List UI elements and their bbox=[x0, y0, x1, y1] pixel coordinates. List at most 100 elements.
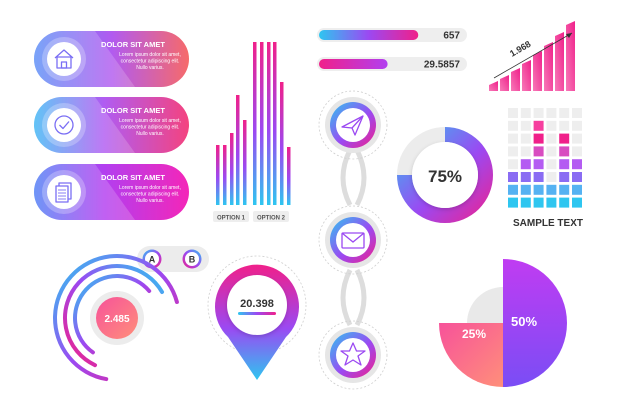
progress-fill bbox=[319, 59, 388, 69]
info-cards: DOLOR SIT AMET Lorem ipsum dolor sit amet… bbox=[34, 31, 189, 220]
donut-chart: 75% bbox=[397, 127, 493, 223]
bar bbox=[511, 68, 520, 91]
heatmap-cell bbox=[559, 133, 570, 144]
heatmap-cell bbox=[533, 159, 544, 170]
timeline-node bbox=[318, 320, 388, 390]
heatmap-cell bbox=[559, 146, 570, 157]
heatmap-cell bbox=[559, 108, 570, 118]
vertical-bar-chart: OPTION 1 OPTION 2 bbox=[213, 42, 291, 222]
info-card-body-line: Lorem ipsum dolor sit amet, bbox=[119, 118, 181, 124]
heatmap-cell bbox=[546, 172, 557, 182]
progress-fill bbox=[319, 30, 419, 40]
option-a-label: A bbox=[149, 255, 156, 265]
heatmap-cell bbox=[533, 172, 544, 182]
arrow-icon bbox=[566, 33, 572, 38]
info-card: DOLOR SIT AMET Lorem ipsum dolor sit amet… bbox=[34, 164, 189, 220]
info-card-title: DOLOR SIT AMET bbox=[101, 106, 165, 115]
heatmap-cell bbox=[559, 197, 570, 208]
bar bbox=[566, 21, 575, 91]
progress-bars: 657 29.5857 bbox=[317, 28, 467, 71]
heatmap-cell bbox=[559, 184, 570, 195]
info-card-body-line: consectetur adipiscing elit. bbox=[121, 192, 180, 198]
bar bbox=[230, 133, 234, 205]
heatmap-cell bbox=[520, 184, 531, 195]
heatmap-cell bbox=[520, 159, 531, 170]
heatmap-cell bbox=[520, 108, 531, 118]
info-card-body-line: Nullo varius. bbox=[136, 65, 164, 71]
bar bbox=[555, 32, 564, 91]
bar bbox=[243, 120, 247, 205]
heatmap-cell bbox=[533, 184, 544, 195]
option2-badge bbox=[253, 211, 289, 222]
heatmap-cell bbox=[572, 159, 582, 170]
arc-ring bbox=[53, 254, 179, 382]
info-card-body-line: consectetur adipiscing elit. bbox=[121, 59, 180, 65]
heatmap-cell bbox=[520, 197, 531, 208]
info-card-body-line: consectetur adipiscing elit. bbox=[121, 125, 180, 131]
pie-small-label: 25% bbox=[462, 327, 486, 341]
option-b-label: B bbox=[189, 255, 196, 265]
heatmap-cell bbox=[559, 172, 570, 182]
bar bbox=[216, 145, 220, 205]
heatmap-cell bbox=[572, 108, 582, 118]
heatmap-cell bbox=[508, 133, 518, 144]
heatmap-cell bbox=[559, 159, 570, 170]
info-card: DOLOR SIT AMET Lorem ipsum dolor sit amet… bbox=[34, 97, 189, 153]
pin-value: 20.398 bbox=[240, 298, 274, 310]
bar bbox=[533, 51, 542, 91]
progress-value: 29.5857 bbox=[424, 60, 461, 71]
heatmap-cell bbox=[572, 120, 582, 131]
heatmap-cell bbox=[520, 146, 531, 157]
progress-bar: 29.5857 bbox=[317, 57, 467, 71]
option2-label: OPTION 2 bbox=[257, 216, 286, 222]
envelope-icon bbox=[341, 232, 365, 249]
heatmap-cell bbox=[572, 146, 582, 157]
paper-plane-icon bbox=[341, 115, 364, 136]
heatmap-cell bbox=[520, 120, 531, 131]
ab-toggle[interactable]: A B bbox=[137, 246, 209, 272]
location-pin: 20.398 bbox=[207, 255, 307, 380]
bar bbox=[267, 42, 271, 205]
heatmap-cell bbox=[508, 146, 518, 157]
pie-slice-large bbox=[503, 259, 567, 387]
star-icon bbox=[340, 342, 366, 366]
heatmap-cell bbox=[546, 184, 557, 195]
bar bbox=[489, 81, 498, 91]
bar bbox=[236, 95, 240, 205]
bar bbox=[544, 42, 553, 91]
heatmap-cell bbox=[533, 133, 544, 144]
heatmap-cell bbox=[572, 197, 582, 208]
heatmap-cell bbox=[546, 197, 557, 208]
heatmap-cell bbox=[572, 184, 582, 195]
progress-bar: 657 bbox=[317, 28, 467, 42]
heatmap-cell bbox=[546, 133, 557, 144]
pie-slice-small bbox=[439, 323, 503, 387]
heatmap-label: SAMPLE TEXT bbox=[513, 218, 583, 229]
heatmap: SAMPLE TEXT bbox=[508, 108, 583, 229]
bar bbox=[280, 82, 284, 205]
heatmap-cell bbox=[533, 146, 544, 157]
heatmap-cell bbox=[520, 133, 531, 144]
pie-chart: 25% 50% bbox=[439, 259, 567, 387]
arc-ring bbox=[63, 264, 165, 368]
heatmap-cell bbox=[508, 159, 518, 170]
heatmap-cell bbox=[546, 146, 557, 157]
info-card: DOLOR SIT AMET Lorem ipsum dolor sit amet… bbox=[34, 31, 189, 87]
arc-ring bbox=[73, 274, 152, 355]
heatmap-cell bbox=[533, 108, 544, 118]
bar bbox=[522, 60, 531, 91]
heatmap-cell bbox=[508, 120, 518, 131]
bar bbox=[260, 42, 264, 205]
icon-timeline bbox=[318, 90, 388, 390]
arc-chart-value: 2.485 bbox=[104, 314, 129, 325]
timeline-node bbox=[318, 205, 388, 275]
info-card-body-line: Nullo varius. bbox=[136, 131, 164, 137]
option1-label: OPTION 1 bbox=[217, 216, 246, 222]
timeline-node bbox=[318, 90, 388, 160]
progress-value: 657 bbox=[443, 31, 460, 42]
heatmap-cell bbox=[520, 172, 531, 182]
info-card-body-line: Lorem ipsum dolor sit amet, bbox=[119, 52, 181, 58]
bar bbox=[253, 42, 257, 205]
info-card-body-line: Nullo varius. bbox=[136, 198, 164, 204]
heatmap-cell bbox=[572, 172, 582, 182]
